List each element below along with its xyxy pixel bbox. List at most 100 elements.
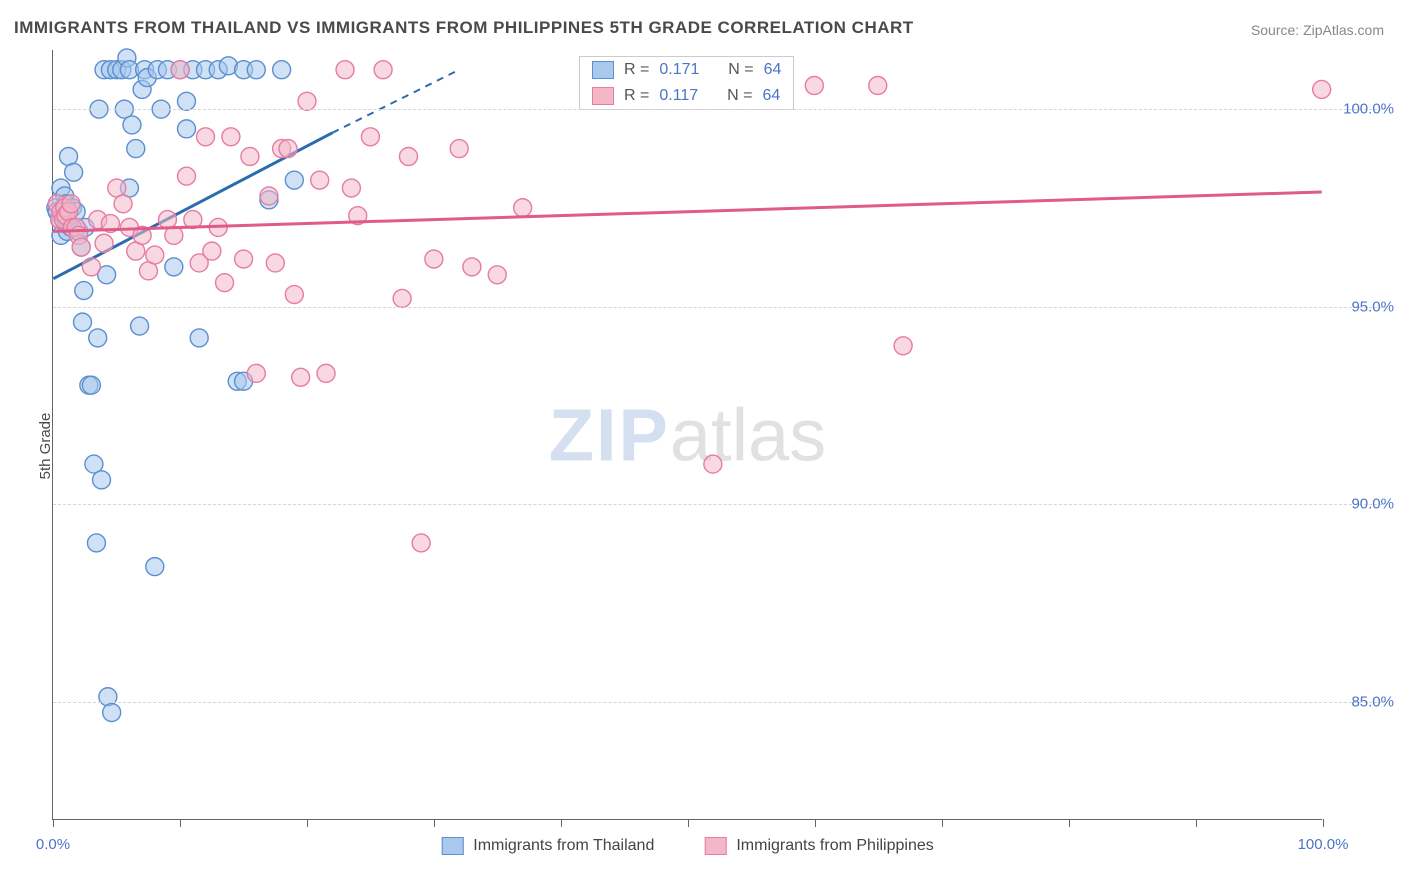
data-point-philippines xyxy=(361,128,379,146)
data-point-philippines xyxy=(285,286,303,304)
legend-item-philippines: Immigrants from Philippines xyxy=(704,837,933,855)
stat-n-label: N = xyxy=(728,61,753,79)
data-point-thailand xyxy=(123,116,141,134)
data-point-philippines xyxy=(450,140,468,158)
data-point-philippines xyxy=(298,92,316,110)
x-tick xyxy=(434,819,435,827)
data-point-thailand xyxy=(65,163,83,181)
stat-row-thailand: R = 0.171 N = 64 xyxy=(580,57,793,83)
data-point-philippines xyxy=(247,364,265,382)
data-point-philippines xyxy=(1313,80,1331,98)
data-point-philippines xyxy=(216,274,234,292)
x-tick xyxy=(53,819,54,827)
stat-r-label: R = xyxy=(624,61,649,79)
data-point-thailand xyxy=(178,92,196,110)
data-point-philippines xyxy=(399,147,417,165)
y-tick-label: 100.0% xyxy=(1334,101,1394,118)
data-point-philippines xyxy=(425,250,443,268)
x-tick xyxy=(688,819,689,827)
swatch-philippines xyxy=(592,87,614,105)
data-point-philippines xyxy=(114,195,132,213)
data-point-thailand xyxy=(82,376,100,394)
data-point-thailand xyxy=(178,120,196,138)
data-point-philippines xyxy=(292,368,310,386)
x-tick xyxy=(561,819,562,827)
y-tick-label: 85.0% xyxy=(1334,693,1394,710)
gridline-h xyxy=(53,702,1382,703)
y-tick-label: 95.0% xyxy=(1334,298,1394,315)
legend-label-thailand: Immigrants from Thailand xyxy=(473,837,654,855)
plot-area: ZIPatlas R = 0.171 N = 64 R = 0.117 N = … xyxy=(52,50,1322,820)
legend-item-thailand: Immigrants from Thailand xyxy=(441,837,654,855)
data-point-thailand xyxy=(247,61,265,79)
chart-svg xyxy=(53,50,1322,819)
data-point-thailand xyxy=(273,61,291,79)
stat-n-label-2: N = xyxy=(727,87,752,105)
data-point-philippines xyxy=(317,364,335,382)
data-point-philippines xyxy=(203,242,221,260)
trendline-dashed-thailand xyxy=(332,70,459,133)
data-point-philippines xyxy=(146,246,164,264)
data-point-thailand xyxy=(103,704,121,722)
data-point-philippines xyxy=(72,238,90,256)
data-point-philippines xyxy=(704,455,722,473)
data-point-thailand xyxy=(146,558,164,576)
data-point-philippines xyxy=(336,61,354,79)
data-point-philippines xyxy=(342,179,360,197)
source-attribution: Source: ZipAtlas.com xyxy=(1251,22,1384,38)
x-tick xyxy=(307,819,308,827)
data-point-philippines xyxy=(241,147,259,165)
data-point-philippines xyxy=(412,534,430,552)
x-tick xyxy=(1069,819,1070,827)
correlation-legend-box: R = 0.171 N = 64 R = 0.117 N = 64 xyxy=(579,56,794,110)
data-point-thailand xyxy=(93,471,111,489)
data-point-philippines xyxy=(279,140,297,158)
data-point-philippines xyxy=(514,199,532,217)
data-point-philippines xyxy=(62,195,80,213)
data-point-philippines xyxy=(393,289,411,307)
x-tick xyxy=(942,819,943,827)
data-point-philippines xyxy=(197,128,215,146)
data-point-philippines xyxy=(311,171,329,189)
swatch-thailand-2 xyxy=(441,837,463,855)
trendline-philippines xyxy=(53,192,1321,231)
gridline-h xyxy=(53,109,1382,110)
data-point-thailand xyxy=(74,313,92,331)
data-point-philippines xyxy=(171,61,189,79)
x-tick xyxy=(1323,819,1324,827)
stat-n-philippines: 64 xyxy=(762,87,780,105)
gridline-h xyxy=(53,307,1382,308)
data-point-thailand xyxy=(190,329,208,347)
data-point-philippines xyxy=(222,128,240,146)
data-point-philippines xyxy=(488,266,506,284)
data-point-philippines xyxy=(869,77,887,95)
data-point-thailand xyxy=(127,140,145,158)
data-point-philippines xyxy=(266,254,284,272)
data-point-thailand xyxy=(131,317,149,335)
data-point-thailand xyxy=(75,282,93,300)
x-tick xyxy=(1196,819,1197,827)
legend-bottom: Immigrants from Thailand Immigrants from… xyxy=(441,837,934,855)
stat-r-philippines: 0.117 xyxy=(659,87,698,105)
data-point-philippines xyxy=(374,61,392,79)
data-point-thailand xyxy=(89,329,107,347)
x-tick-label: 0.0% xyxy=(36,836,70,853)
stat-n-thailand: 64 xyxy=(764,61,782,79)
data-point-thailand xyxy=(87,534,105,552)
data-point-philippines xyxy=(894,337,912,355)
data-point-thailand xyxy=(165,258,183,276)
data-point-philippines xyxy=(235,250,253,268)
legend-label-philippines: Immigrants from Philippines xyxy=(736,837,933,855)
swatch-thailand xyxy=(592,61,614,79)
x-tick xyxy=(180,819,181,827)
data-point-philippines xyxy=(805,77,823,95)
data-point-thailand xyxy=(285,171,303,189)
data-point-philippines xyxy=(82,258,100,276)
gridline-h xyxy=(53,504,1382,505)
stat-r-thailand: 0.171 xyxy=(659,61,699,79)
y-tick-label: 90.0% xyxy=(1334,496,1394,513)
data-point-philippines xyxy=(95,234,113,252)
data-point-philippines xyxy=(463,258,481,276)
x-tick-label: 100.0% xyxy=(1298,836,1349,853)
stat-r-label-2: R = xyxy=(624,87,649,105)
